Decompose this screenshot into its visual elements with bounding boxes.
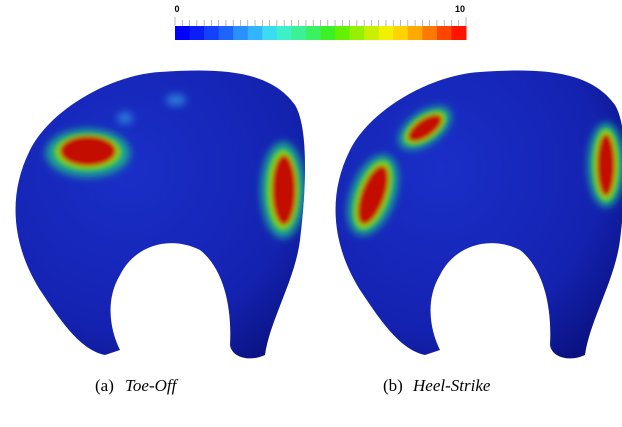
colorbar-swatch — [262, 26, 277, 40]
colorbar-swatch — [379, 26, 394, 40]
colorbar-swatch — [364, 26, 379, 40]
colorbar-swatch — [233, 26, 248, 40]
figure: 0 10 (a) T — [0, 0, 622, 427]
colorbar-swatch — [190, 26, 205, 40]
colorbar-swatch — [248, 26, 263, 40]
colorbar-swatch — [175, 26, 190, 40]
colorbar-swatch — [422, 26, 437, 40]
colorbar-swatch — [321, 26, 336, 40]
colorbar-swatch — [408, 26, 423, 40]
colorbar-swatch — [204, 26, 219, 40]
panel-a-caption: Toe-Off — [125, 376, 179, 395]
colorbar-swatch — [306, 26, 321, 40]
panel-a-label: (a) — [95, 376, 114, 395]
colorbar-swatch — [219, 26, 234, 40]
colorbar-swatch — [277, 26, 292, 40]
colorbar-swatch — [350, 26, 365, 40]
colorbar-swatch — [451, 26, 466, 40]
colorbar-max-label: 10 — [455, 4, 465, 14]
colorbar-min-label: 0 — [174, 4, 179, 14]
colorbar-swatch — [437, 26, 452, 40]
panel-b-surface — [320, 60, 622, 370]
colorbar — [175, 17, 467, 40]
colorbar-swatch — [393, 26, 408, 40]
panel-b-caption: Heel-Strike — [412, 376, 491, 395]
colorbar-swatch — [291, 26, 306, 40]
panel-b-label: (b) — [383, 376, 403, 395]
colorbar-swatch — [335, 26, 350, 40]
panel-a-surface — [0, 60, 320, 370]
